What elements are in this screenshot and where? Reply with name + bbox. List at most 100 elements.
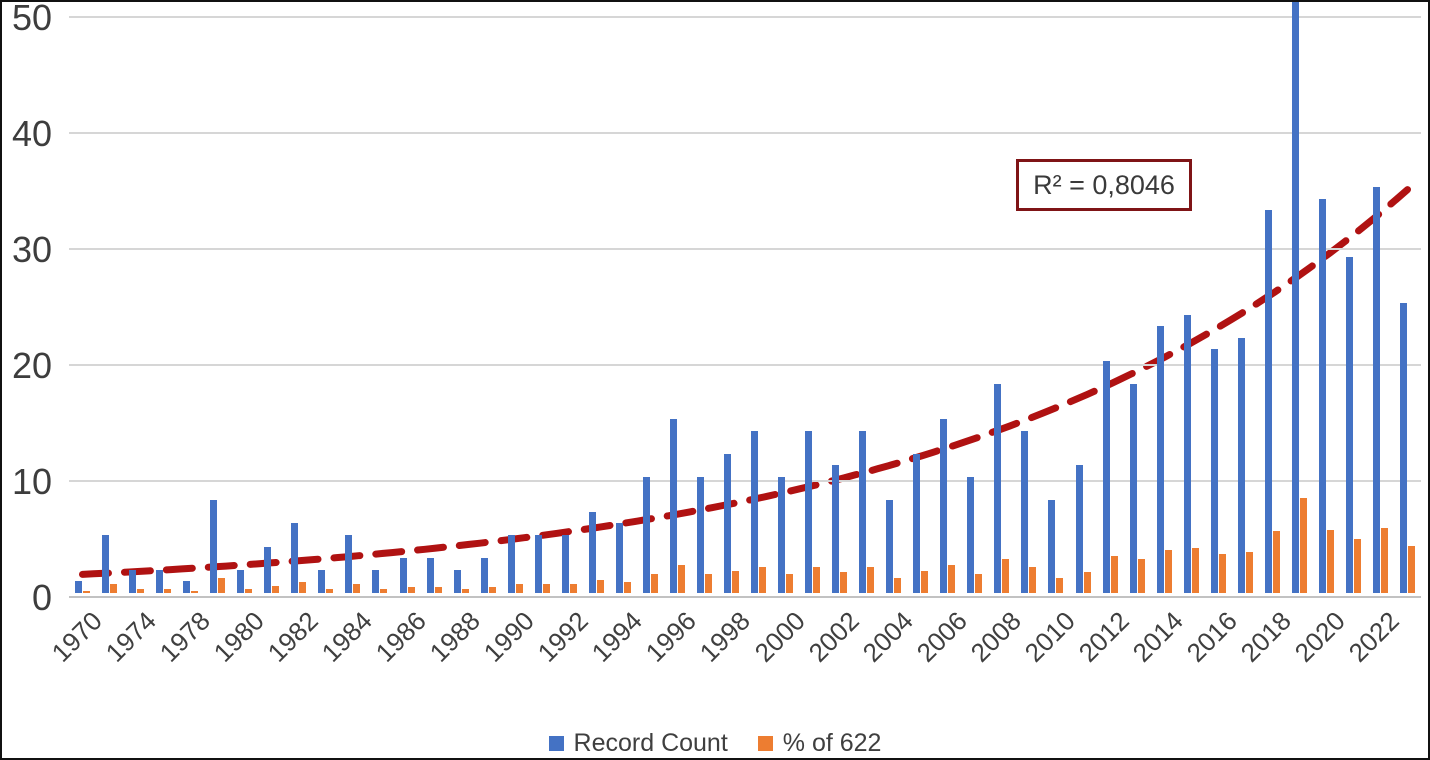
bar-percent-1998 (731, 570, 739, 593)
legend-label-record-count: Record Count (573, 729, 728, 757)
bar-record-count-1983 (318, 569, 326, 593)
bar-record-count-2020 (1318, 198, 1326, 593)
bar-record-count-1986 (399, 558, 407, 593)
bar-record-count-1979 (210, 500, 218, 593)
x-axis-tick-label: 1994 (585, 605, 649, 668)
x-axis-tick-label: 1974 (99, 605, 162, 668)
x-axis-line (69, 596, 1421, 598)
bar-record-count-1981 (264, 546, 272, 593)
legend-item-pct: % of 622 (757, 729, 882, 758)
bar-percent-2019 (1299, 497, 1307, 593)
gridline (69, 16, 1421, 18)
bar-record-count-1987 (426, 558, 434, 593)
gridline (69, 364, 1421, 366)
y-axis-tick-label: 0 (31, 577, 52, 618)
bar-record-count-1989 (480, 558, 488, 593)
y-axis-tick-label: 10 (11, 461, 52, 502)
bar-percent-1979 (218, 578, 226, 593)
bar-percent-2002 (840, 572, 848, 593)
bar-record-count-1995 (642, 477, 650, 593)
x-axis-tick-label: 1986 (369, 605, 432, 668)
r-squared-text: R² = 0,8046 (1033, 169, 1175, 200)
bar-percent-1999 (759, 566, 767, 593)
bar-record-count-2007 (967, 477, 975, 593)
bar-percent-2021 (1353, 538, 1361, 593)
x-axis-tick-label: 2018 (1234, 605, 1298, 668)
x-axis-tick-label: 1984 (315, 605, 378, 668)
gridline (69, 248, 1421, 250)
bar-percent-1995 (650, 574, 658, 593)
bar-record-count-1976 (156, 569, 164, 593)
x-axis-tick-label: 2010 (1018, 605, 1081, 668)
bar-record-count-1984 (345, 535, 353, 593)
bar-record-count-1988 (453, 569, 461, 593)
x-axis-tick-label: 1998 (694, 605, 757, 668)
bar-percent-1974 (137, 589, 145, 593)
bar-percent-2020 (1326, 529, 1334, 593)
bar-record-count-2016 (1210, 349, 1218, 593)
bar-percent-1992 (569, 583, 577, 593)
bar-record-count-2022 (1372, 187, 1380, 593)
bar-percent-2013 (1137, 559, 1145, 593)
bar-percent-1996 (677, 565, 685, 593)
bar-record-count-1999 (751, 430, 759, 593)
bar-percent-2001 (813, 566, 821, 593)
x-axis-tick-label: 2004 (856, 605, 919, 668)
bar-percent-1980 (245, 589, 253, 593)
x-axis-tick-label: 2020 (1289, 605, 1352, 668)
bar-percent-2004 (894, 578, 902, 593)
x-axis-tick-label: 1982 (261, 605, 324, 668)
x-axis-tick-label: 2014 (1126, 605, 1189, 668)
x-axis-tick-label: 2016 (1180, 605, 1243, 668)
bar-record-count-2011 (1075, 465, 1083, 593)
legend-label-pct: % of 622 (782, 729, 882, 757)
bar-percent-1981 (272, 585, 280, 593)
bar-percent-1983 (326, 589, 334, 593)
x-axis-tick-label: 1978 (153, 605, 216, 668)
bar-record-count-1996 (669, 419, 677, 593)
bar-record-count-2010 (1048, 500, 1056, 593)
bar-record-count-2001 (805, 430, 813, 593)
bar-record-count-2021 (1345, 256, 1353, 593)
bar-percent-1976 (164, 589, 172, 593)
bar-percent-2003 (867, 566, 875, 593)
x-axis-tick-label: 2012 (1072, 605, 1135, 668)
r-squared-annotation: R² = 0,8046 (1016, 159, 1192, 211)
bar-percent-2011 (1083, 572, 1091, 593)
bar-record-count-1992 (561, 535, 569, 593)
bar-record-count-1970 (75, 581, 83, 593)
bar-percent-2006 (948, 565, 956, 593)
legend-item-record-count: Record Count (548, 729, 728, 758)
bar-record-count-2015 (1183, 314, 1191, 593)
legend: Record Count % of 622 (2, 729, 1428, 758)
bar-record-count-2017 (1237, 337, 1245, 593)
gridline (69, 132, 1421, 134)
bar-percent-1997 (704, 574, 712, 593)
bar-record-count-2013 (1129, 384, 1137, 593)
bar-percent-1989 (488, 587, 496, 593)
bar-percent-2000 (786, 574, 794, 593)
bar-record-count-2014 (1156, 326, 1164, 593)
bar-record-count-2023 (1399, 303, 1407, 593)
x-axis-tick-label: 1996 (640, 605, 703, 668)
x-axis-tick-label: 2022 (1343, 605, 1406, 668)
bar-record-count-1985 (372, 569, 380, 593)
bar-percent-2014 (1164, 550, 1172, 593)
bar-record-count-2000 (778, 477, 786, 593)
x-axis-tick-label: 1970 (45, 605, 108, 668)
bar-percent-1982 (299, 581, 307, 593)
bar-record-count-2003 (859, 430, 867, 593)
bar-record-count-2009 (1021, 430, 1029, 593)
bar-percent-2015 (1191, 548, 1199, 593)
bar-percent-1986 (407, 587, 415, 593)
bar-percent-2005 (921, 570, 929, 593)
x-axis-tick-label: 1990 (477, 605, 540, 668)
bar-percent-2016 (1218, 553, 1226, 593)
bar-percent-2012 (1110, 555, 1118, 593)
bar-percent-1994 (623, 581, 631, 593)
bar-record-count-2018 (1264, 210, 1272, 593)
bar-percent-1990 (515, 583, 523, 593)
bar-percent-1991 (542, 583, 550, 593)
bar-record-count-1980 (237, 569, 245, 593)
